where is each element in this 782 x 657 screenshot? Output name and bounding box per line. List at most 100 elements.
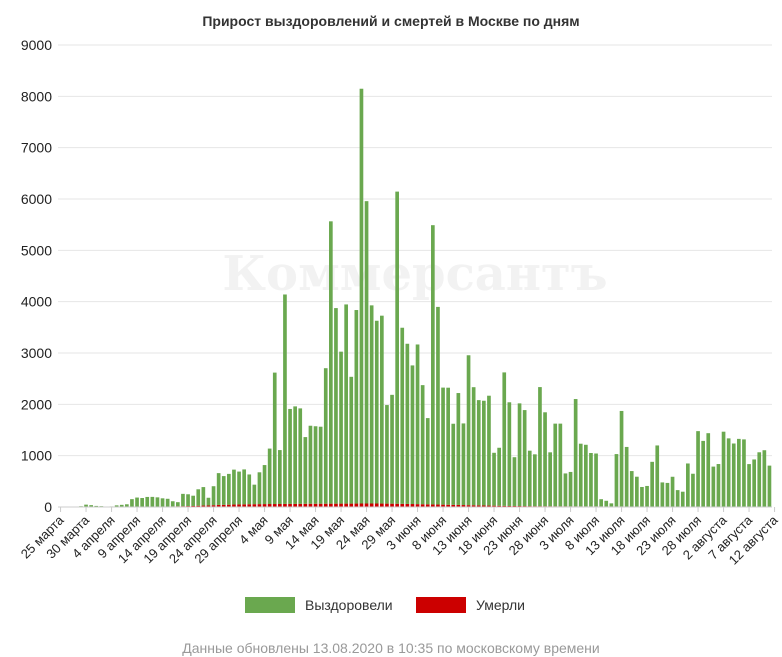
legend-label-recovered[interactable]: Выздоровели [305, 597, 393, 613]
bar-recovered[interactable] [425, 418, 430, 505]
bar-recovered[interactable] [517, 403, 522, 507]
bar-deaths[interactable] [196, 505, 201, 507]
bar-recovered[interactable] [629, 471, 634, 507]
bar-recovered[interactable] [150, 496, 155, 507]
bar-recovered[interactable] [594, 453, 598, 507]
bar-recovered[interactable] [196, 489, 201, 506]
bar-deaths[interactable] [288, 503, 292, 507]
bar-recovered[interactable] [456, 393, 461, 505]
bar-recovered[interactable] [410, 365, 415, 505]
bar-deaths[interactable] [349, 503, 354, 507]
bar-deaths[interactable] [502, 505, 507, 507]
bar-recovered[interactable] [645, 485, 649, 507]
bar-recovered[interactable] [691, 473, 695, 507]
bar-recovered[interactable] [155, 497, 160, 507]
bar-recovered[interactable] [650, 461, 654, 507]
bar-recovered[interactable] [573, 399, 578, 507]
bar-recovered[interactable] [374, 320, 379, 504]
bar-recovered[interactable] [140, 498, 144, 507]
bar-recovered[interactable] [395, 191, 399, 504]
bar-recovered[interactable] [563, 473, 568, 507]
bar-recovered[interactable] [507, 402, 512, 506]
bar-recovered[interactable] [303, 437, 308, 504]
bar-recovered[interactable] [247, 474, 252, 505]
bar-recovered[interactable] [502, 372, 507, 506]
bar-recovered[interactable] [670, 476, 675, 507]
bar-deaths[interactable] [410, 504, 415, 507]
bar-deaths[interactable] [334, 503, 338, 507]
bar-recovered[interactable] [390, 394, 394, 504]
bar-deaths[interactable] [446, 504, 450, 507]
bar-deaths[interactable] [497, 505, 501, 507]
bar-recovered[interactable] [635, 476, 639, 507]
bar-recovered[interactable] [614, 454, 619, 507]
bar-deaths[interactable] [283, 503, 287, 507]
bar-recovered[interactable] [400, 327, 405, 504]
bar-recovered[interactable] [170, 501, 175, 507]
bar-deaths[interactable] [247, 504, 252, 507]
bar-recovered[interactable] [262, 465, 267, 505]
bar-recovered[interactable] [471, 387, 476, 506]
bar-recovered[interactable] [721, 431, 726, 507]
bar-recovered[interactable] [431, 225, 435, 505]
bar-recovered[interactable] [553, 423, 558, 507]
bar-recovered[interactable] [752, 459, 756, 507]
bar-recovered[interactable] [487, 395, 491, 506]
bar-deaths[interactable] [293, 503, 297, 507]
bar-recovered[interactable] [522, 410, 527, 507]
bar-recovered[interactable] [354, 310, 359, 504]
bar-deaths[interactable] [267, 504, 272, 507]
bar-deaths[interactable] [252, 504, 257, 507]
bar-recovered[interactable] [130, 499, 134, 507]
bar-recovered[interactable] [482, 400, 486, 506]
bar-recovered[interactable] [584, 444, 588, 507]
bar-recovered[interactable] [191, 495, 195, 506]
bar-deaths[interactable] [400, 503, 405, 507]
bar-deaths[interactable] [354, 503, 359, 507]
bar-recovered[interactable] [344, 304, 348, 504]
legend-label-deaths[interactable]: Умерли [476, 597, 525, 613]
bar-deaths[interactable] [364, 503, 369, 507]
bar-deaths[interactable] [471, 505, 476, 507]
bar-deaths[interactable] [359, 503, 364, 507]
bar-deaths[interactable] [303, 503, 308, 507]
bar-recovered[interactable] [696, 431, 700, 507]
bar-deaths[interactable] [487, 505, 491, 507]
bar-recovered[interactable] [318, 426, 323, 504]
bar-recovered[interactable] [114, 505, 119, 507]
bar-recovered[interactable] [711, 466, 716, 507]
bar-deaths[interactable] [206, 505, 211, 507]
bar-recovered[interactable] [278, 450, 282, 504]
bar-recovered[interactable] [334, 308, 338, 504]
bar-recovered[interactable] [716, 464, 721, 507]
bar-deaths[interactable] [201, 505, 206, 507]
bar-deaths[interactable] [329, 503, 333, 507]
bar-deaths[interactable] [380, 503, 384, 507]
bar-recovered[interactable] [655, 445, 660, 507]
bar-recovered[interactable] [680, 491, 685, 507]
bar-deaths[interactable] [211, 505, 216, 507]
bar-deaths[interactable] [512, 505, 517, 507]
bar-deaths[interactable] [272, 504, 277, 507]
bar-recovered[interactable] [94, 505, 99, 507]
bar-deaths[interactable] [461, 505, 466, 507]
bar-deaths[interactable] [507, 505, 512, 507]
bar-deaths[interactable] [257, 504, 262, 507]
bar-deaths[interactable] [313, 503, 318, 507]
bar-deaths[interactable] [227, 504, 231, 507]
bar-recovered[interactable] [619, 410, 624, 507]
bar-deaths[interactable] [441, 504, 445, 507]
bar-recovered[interactable] [568, 471, 573, 507]
bar-deaths[interactable] [369, 503, 374, 507]
bar-recovered[interactable] [767, 465, 772, 507]
bar-recovered[interactable] [497, 447, 501, 506]
bar-recovered[interactable] [272, 372, 277, 505]
bar-deaths[interactable] [405, 503, 410, 507]
bar-recovered[interactable] [686, 463, 690, 507]
bar-recovered[interactable] [675, 490, 680, 507]
bar-recovered[interactable] [624, 446, 629, 507]
bar-deaths[interactable] [456, 504, 461, 507]
bar-recovered[interactable] [135, 497, 139, 507]
bar-recovered[interactable] [298, 408, 303, 504]
bar-recovered[interactable] [742, 439, 746, 507]
